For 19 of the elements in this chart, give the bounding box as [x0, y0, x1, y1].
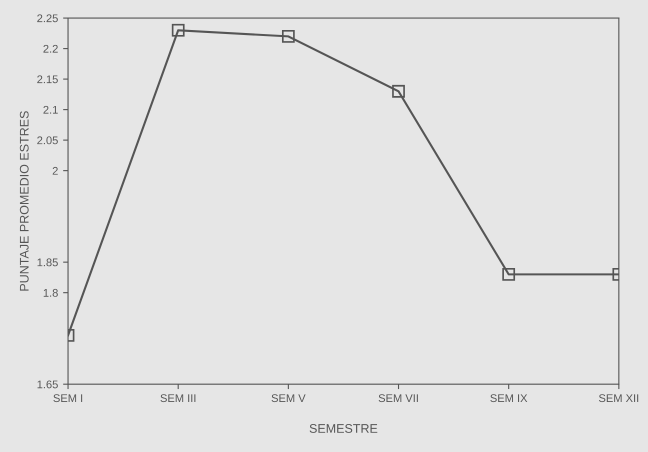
y-tick-label: 1.65	[38, 380, 58, 388]
x-tick-label: SEM XII	[598, 394, 638, 402]
y-tick-label: 2.25	[37, 14, 58, 22]
y-tick-label: 2.15	[37, 75, 58, 84]
point	[282, 30, 295, 43]
y-tick-label: 2.05	[37, 136, 58, 144]
y-tick-label: 1.85	[38, 258, 58, 266]
y-tick-label: 2.1	[43, 106, 58, 114]
point	[392, 84, 405, 98]
x-axis-title: SEMESTRE	[310, 424, 378, 433]
y-axis-title: PUNTAJE PROMEDIO ESTRES	[20, 111, 29, 291]
x-tick-label: SEM VII	[378, 394, 418, 402]
y-tick-label: 2	[52, 166, 58, 175]
x-tick-label: SEM IX	[490, 394, 528, 402]
x-tick-label: SEM I	[53, 394, 82, 402]
y-tick-label: 2.2	[43, 44, 58, 53]
x-tick-label: SEM V	[272, 394, 306, 402]
y-tick-label: 1.8	[44, 288, 58, 297]
x-tick-label: SEM III	[160, 394, 196, 402]
